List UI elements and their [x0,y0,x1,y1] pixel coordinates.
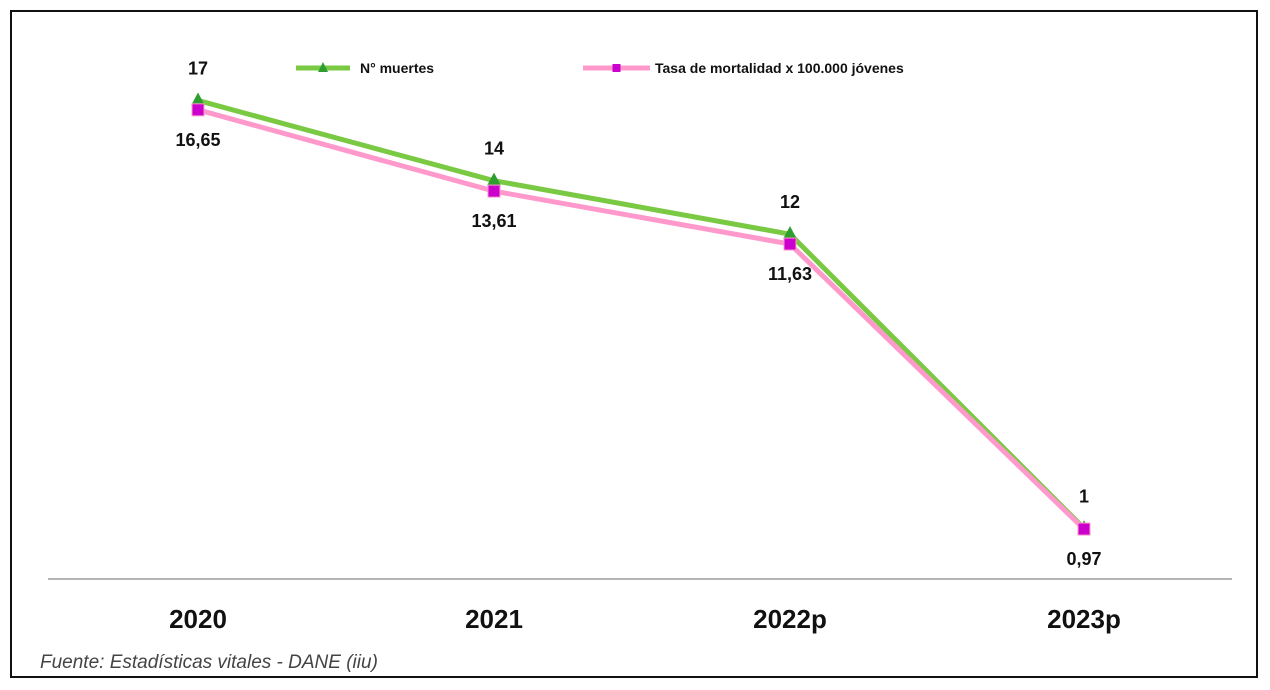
marker-tasa [191,103,205,117]
data-label-muertes: 17 [188,58,208,78]
chart-frame [10,10,1258,678]
data-label-muertes: 14 [484,139,504,159]
x-tick-label: 2020 [169,604,227,634]
series-line-tasa [197,107,1086,531]
x-tick-label: 2021 [465,604,523,634]
marker-tasa [1077,522,1091,536]
source-note: Fuente: Estadísticas vitales - DANE (iiu… [40,652,378,673]
data-label-tasa: 11,63 [768,264,812,284]
marker-muertes [783,226,797,240]
series-line-muertes [197,98,1086,531]
marker-muertes [191,92,205,106]
data-label-tasa: 16,65 [175,130,220,150]
x-tick-label: 2022p [753,604,827,634]
data-label-muertes: 12 [780,192,800,212]
marker-tasa [487,184,501,198]
data-label-tasa: 13,61 [471,211,516,231]
marker-muertes [487,172,501,186]
legend-label-muertes: N° muertes [360,60,434,76]
x-tick-label: 2023p [1047,604,1121,634]
legend-marker-muertes [318,62,328,72]
legend: N° muertes Tasa de mortalidad x 100.000 j… [296,60,904,76]
legend-label-tasa: Tasa de mortalidad x 100.000 jóvenes [655,60,904,76]
marker-tasa [783,237,797,251]
data-label-tasa: 0,97 [1066,549,1101,569]
data-label-muertes: 1 [1079,486,1089,506]
legend-marker-tasa [612,64,621,72]
